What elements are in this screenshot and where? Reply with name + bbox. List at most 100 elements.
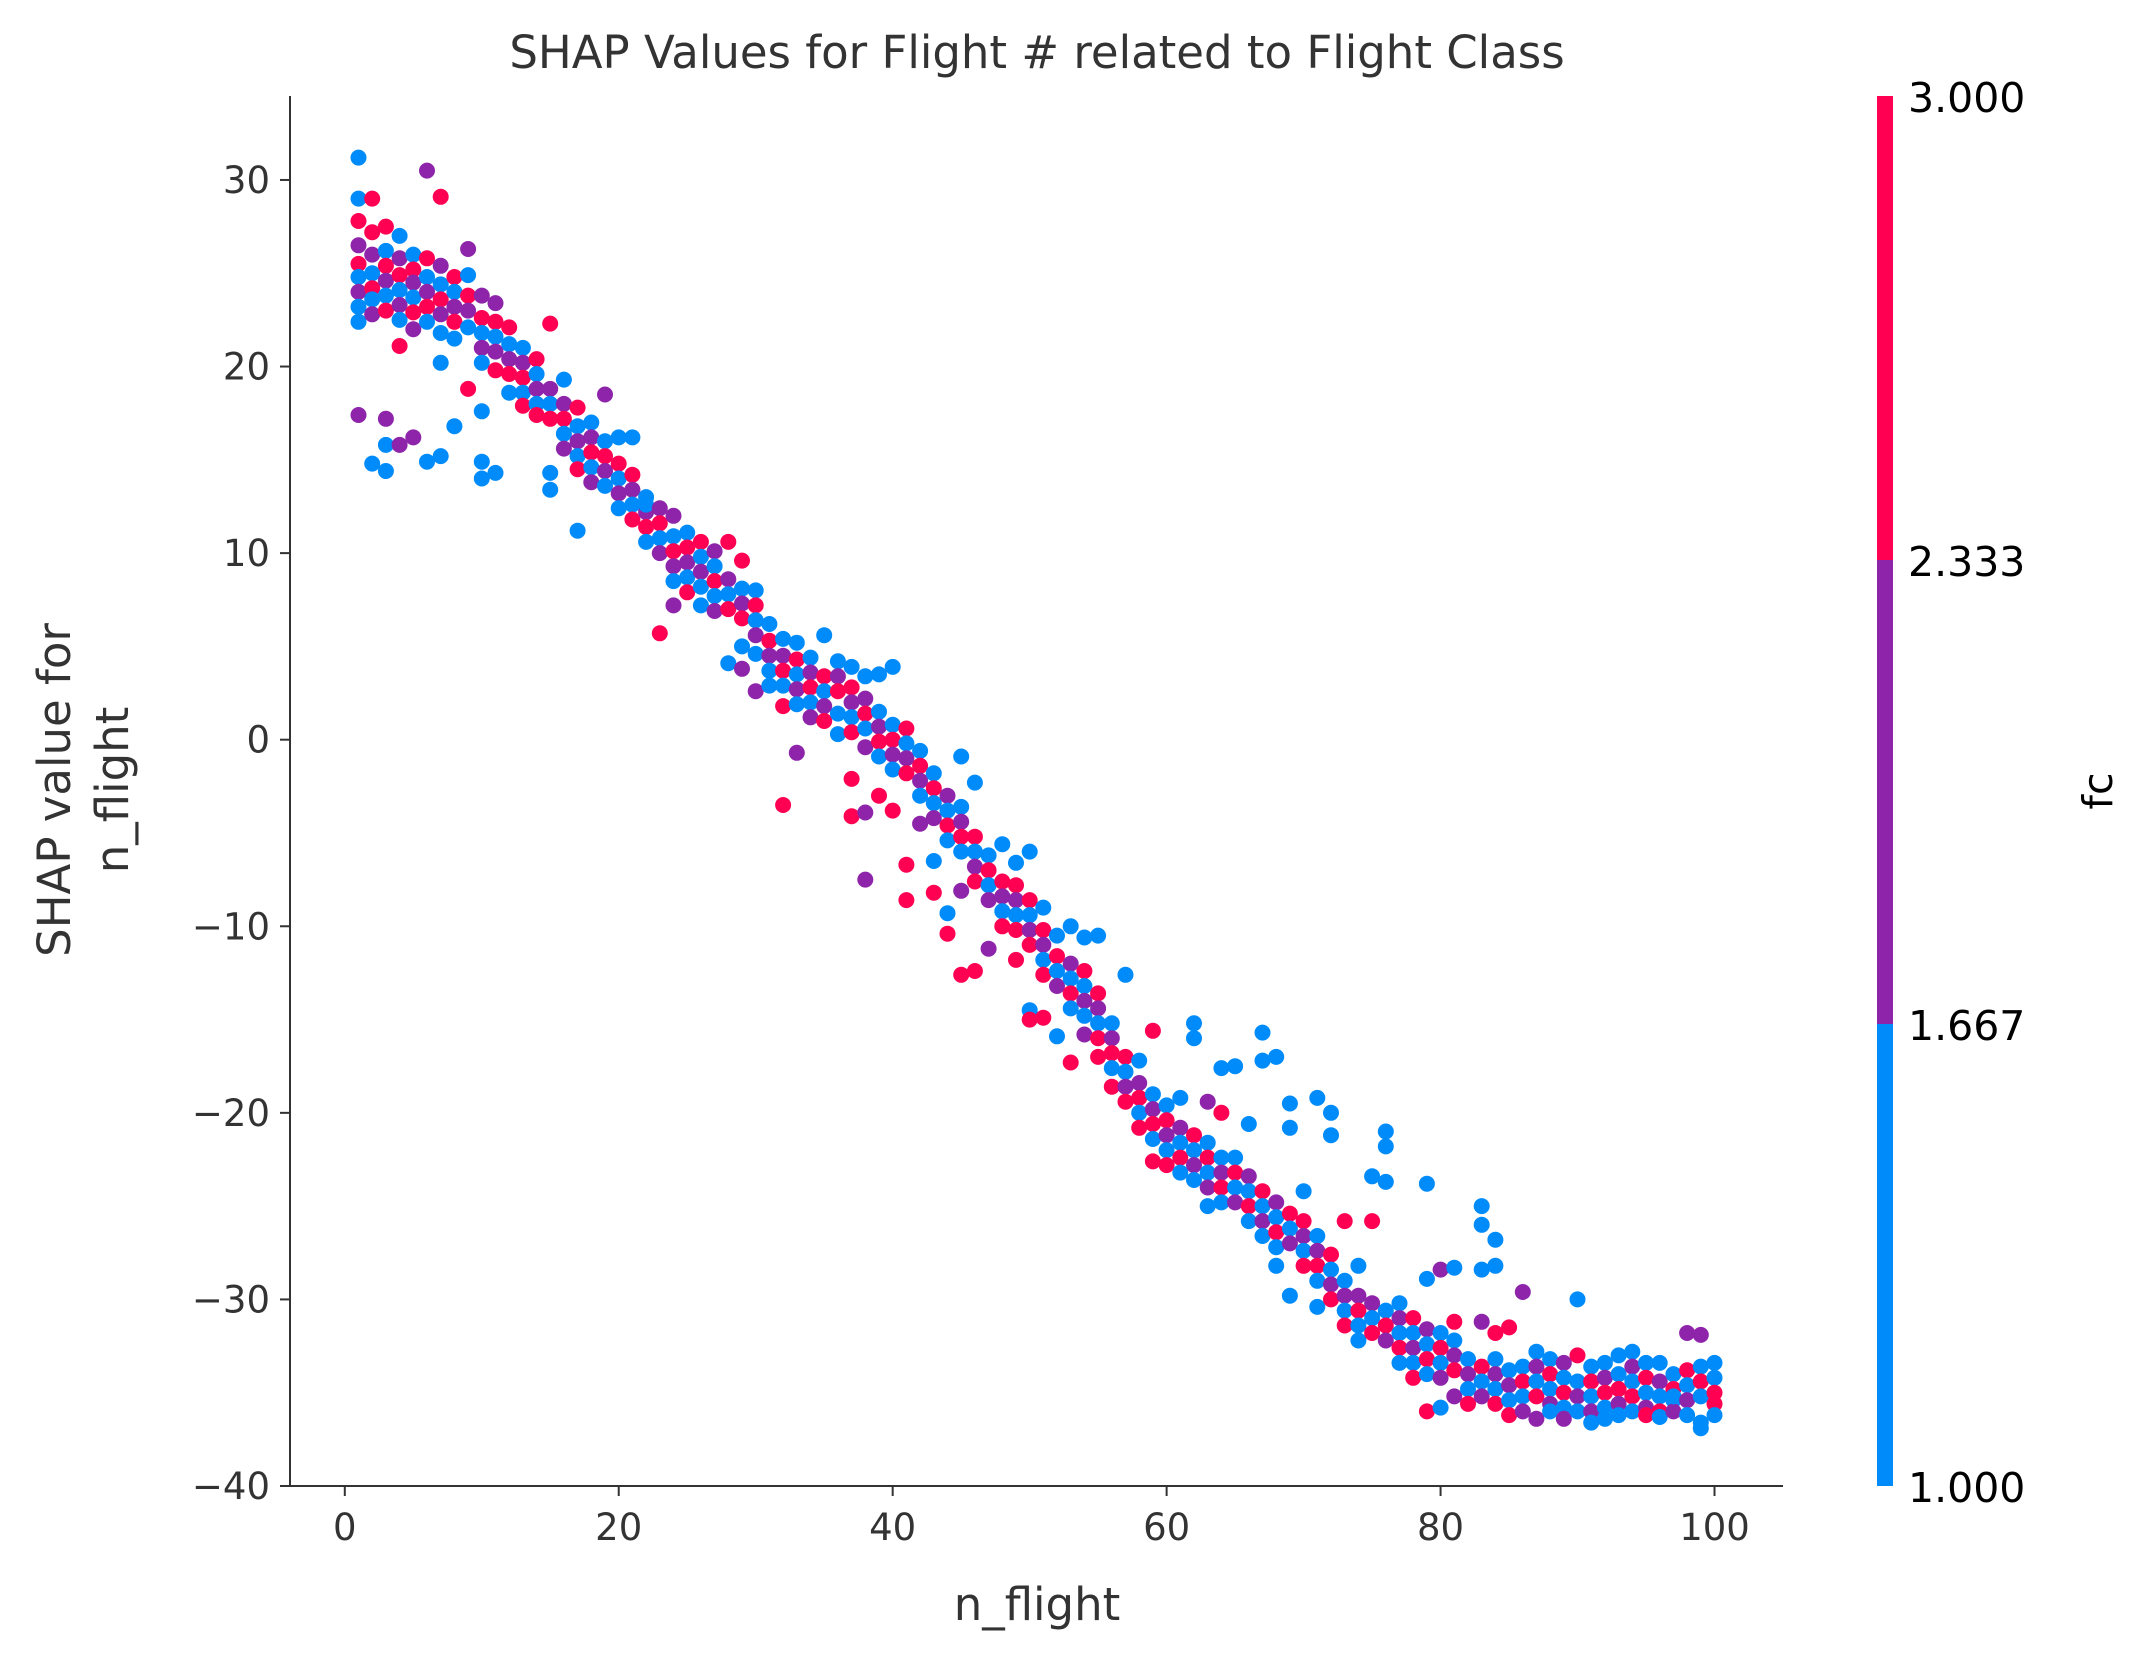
scatter-point xyxy=(1350,1302,1367,1319)
scatter-point xyxy=(1487,1395,1504,1412)
scatter-point xyxy=(610,455,627,472)
scatter-point xyxy=(1692,1358,1709,1375)
scatter-point xyxy=(980,940,997,957)
scatter-point xyxy=(419,250,435,267)
scatter-point xyxy=(734,552,750,569)
scatter-point xyxy=(1514,1403,1531,1420)
scatter-point xyxy=(966,828,983,845)
scatter-point xyxy=(528,351,545,368)
scatter-point xyxy=(1172,1089,1189,1106)
scatter-point xyxy=(1049,1028,1065,1045)
scatter-point xyxy=(1062,918,1079,935)
x-tick-label: 20 xyxy=(595,1506,642,1549)
scatter-point xyxy=(1199,1093,1216,1110)
scatter-point xyxy=(1295,1228,1312,1244)
scatter-point xyxy=(1336,1272,1353,1289)
scatter-point xyxy=(1021,843,1038,860)
scatter-point xyxy=(1460,1366,1476,1383)
scatter-point xyxy=(1103,1045,1120,1062)
scatter-point xyxy=(1418,1321,1435,1338)
scatter-point xyxy=(1062,1054,1079,1071)
scatter-point xyxy=(1281,1220,1298,1237)
scatter-point xyxy=(1391,1295,1408,1312)
scatter-point xyxy=(1377,1317,1394,1334)
scatter-point xyxy=(1090,1048,1107,1065)
scatter-point xyxy=(473,339,490,356)
scatter-point xyxy=(555,371,572,388)
scatter-point xyxy=(1432,1339,1449,1356)
scatter-point xyxy=(1473,1198,1490,1215)
scatter-point xyxy=(898,892,915,909)
x-axis-ticks: 0 20 40 60 80 100 xyxy=(333,1486,1750,1549)
scatter-point xyxy=(1323,1104,1339,1121)
scatter-point xyxy=(761,632,778,649)
scatter-point xyxy=(994,873,1011,890)
scatter-point xyxy=(1487,1366,1504,1383)
scatter-point xyxy=(1596,1384,1613,1401)
colorbar-tick-1667: 1.667 xyxy=(1908,1002,2025,1050)
scatter-point xyxy=(1309,1298,1326,1315)
scatter-point xyxy=(994,888,1011,905)
scatter-point xyxy=(638,533,655,550)
scatter-point xyxy=(1049,963,1065,979)
scatter-point xyxy=(597,477,613,494)
scatter-point xyxy=(1076,992,1093,1009)
scatter-point xyxy=(487,464,504,481)
scatter-point xyxy=(939,787,956,804)
scatter-point xyxy=(857,804,874,821)
scatter-point xyxy=(1542,1403,1559,1420)
scatter-point xyxy=(501,336,518,353)
scatter-point xyxy=(583,429,600,446)
y-tick-label: 30 xyxy=(223,159,270,202)
scatter-point xyxy=(912,815,929,832)
scatter-point xyxy=(734,580,750,597)
scatter-point xyxy=(350,190,367,207)
scatter-point xyxy=(1172,1134,1189,1151)
scatter-point xyxy=(569,461,586,478)
scatter-point xyxy=(350,313,367,330)
scatter-point xyxy=(1405,1339,1422,1356)
scatter-point xyxy=(829,705,846,722)
scatter-point xyxy=(1254,1052,1271,1069)
scatter-point xyxy=(364,291,381,308)
scatter-point xyxy=(1117,966,1134,983)
scatter-point xyxy=(1186,1157,1202,1174)
scatter-point xyxy=(446,418,463,435)
scatter-point xyxy=(1514,1358,1531,1375)
scatter-point xyxy=(432,291,449,308)
scatter-point xyxy=(788,651,805,668)
scatter-point xyxy=(1117,1093,1134,1110)
scatter-point xyxy=(1692,1373,1709,1390)
scatter-point xyxy=(651,545,668,562)
scatter-point xyxy=(1103,1030,1120,1047)
scatter-point xyxy=(1391,1325,1408,1341)
scatter-point xyxy=(555,440,572,457)
scatter-point xyxy=(925,884,942,901)
scatter-point xyxy=(460,287,477,304)
scatter-point xyxy=(692,597,709,614)
scatter-point xyxy=(692,533,709,550)
scatter-point xyxy=(1446,1332,1463,1349)
scatter-point xyxy=(1377,1138,1394,1155)
scatter-point xyxy=(1172,1149,1189,1166)
scatter-point xyxy=(1158,1142,1175,1159)
colorbar-title: fc xyxy=(2074,773,2122,810)
scatter-point xyxy=(1336,1317,1353,1334)
scatter-point xyxy=(788,681,805,698)
scatter-point xyxy=(1446,1388,1463,1405)
scatter-point xyxy=(487,295,504,312)
colorbar: 3.000 2.333 1.667 1.000 fc xyxy=(1877,74,2122,1512)
scatter-point xyxy=(829,683,846,700)
scatter-point xyxy=(1391,1354,1408,1371)
scatter-point xyxy=(405,321,422,338)
scatter-point xyxy=(1528,1410,1545,1427)
scatter-point xyxy=(1542,1381,1559,1397)
scatter-point xyxy=(1076,963,1093,979)
scatter-point xyxy=(1555,1399,1572,1416)
scatter-point xyxy=(1309,1272,1326,1289)
scatter-point xyxy=(1131,1104,1148,1121)
scatter-point xyxy=(788,634,805,651)
scatter-point xyxy=(528,380,545,397)
scatter-point xyxy=(994,836,1011,853)
